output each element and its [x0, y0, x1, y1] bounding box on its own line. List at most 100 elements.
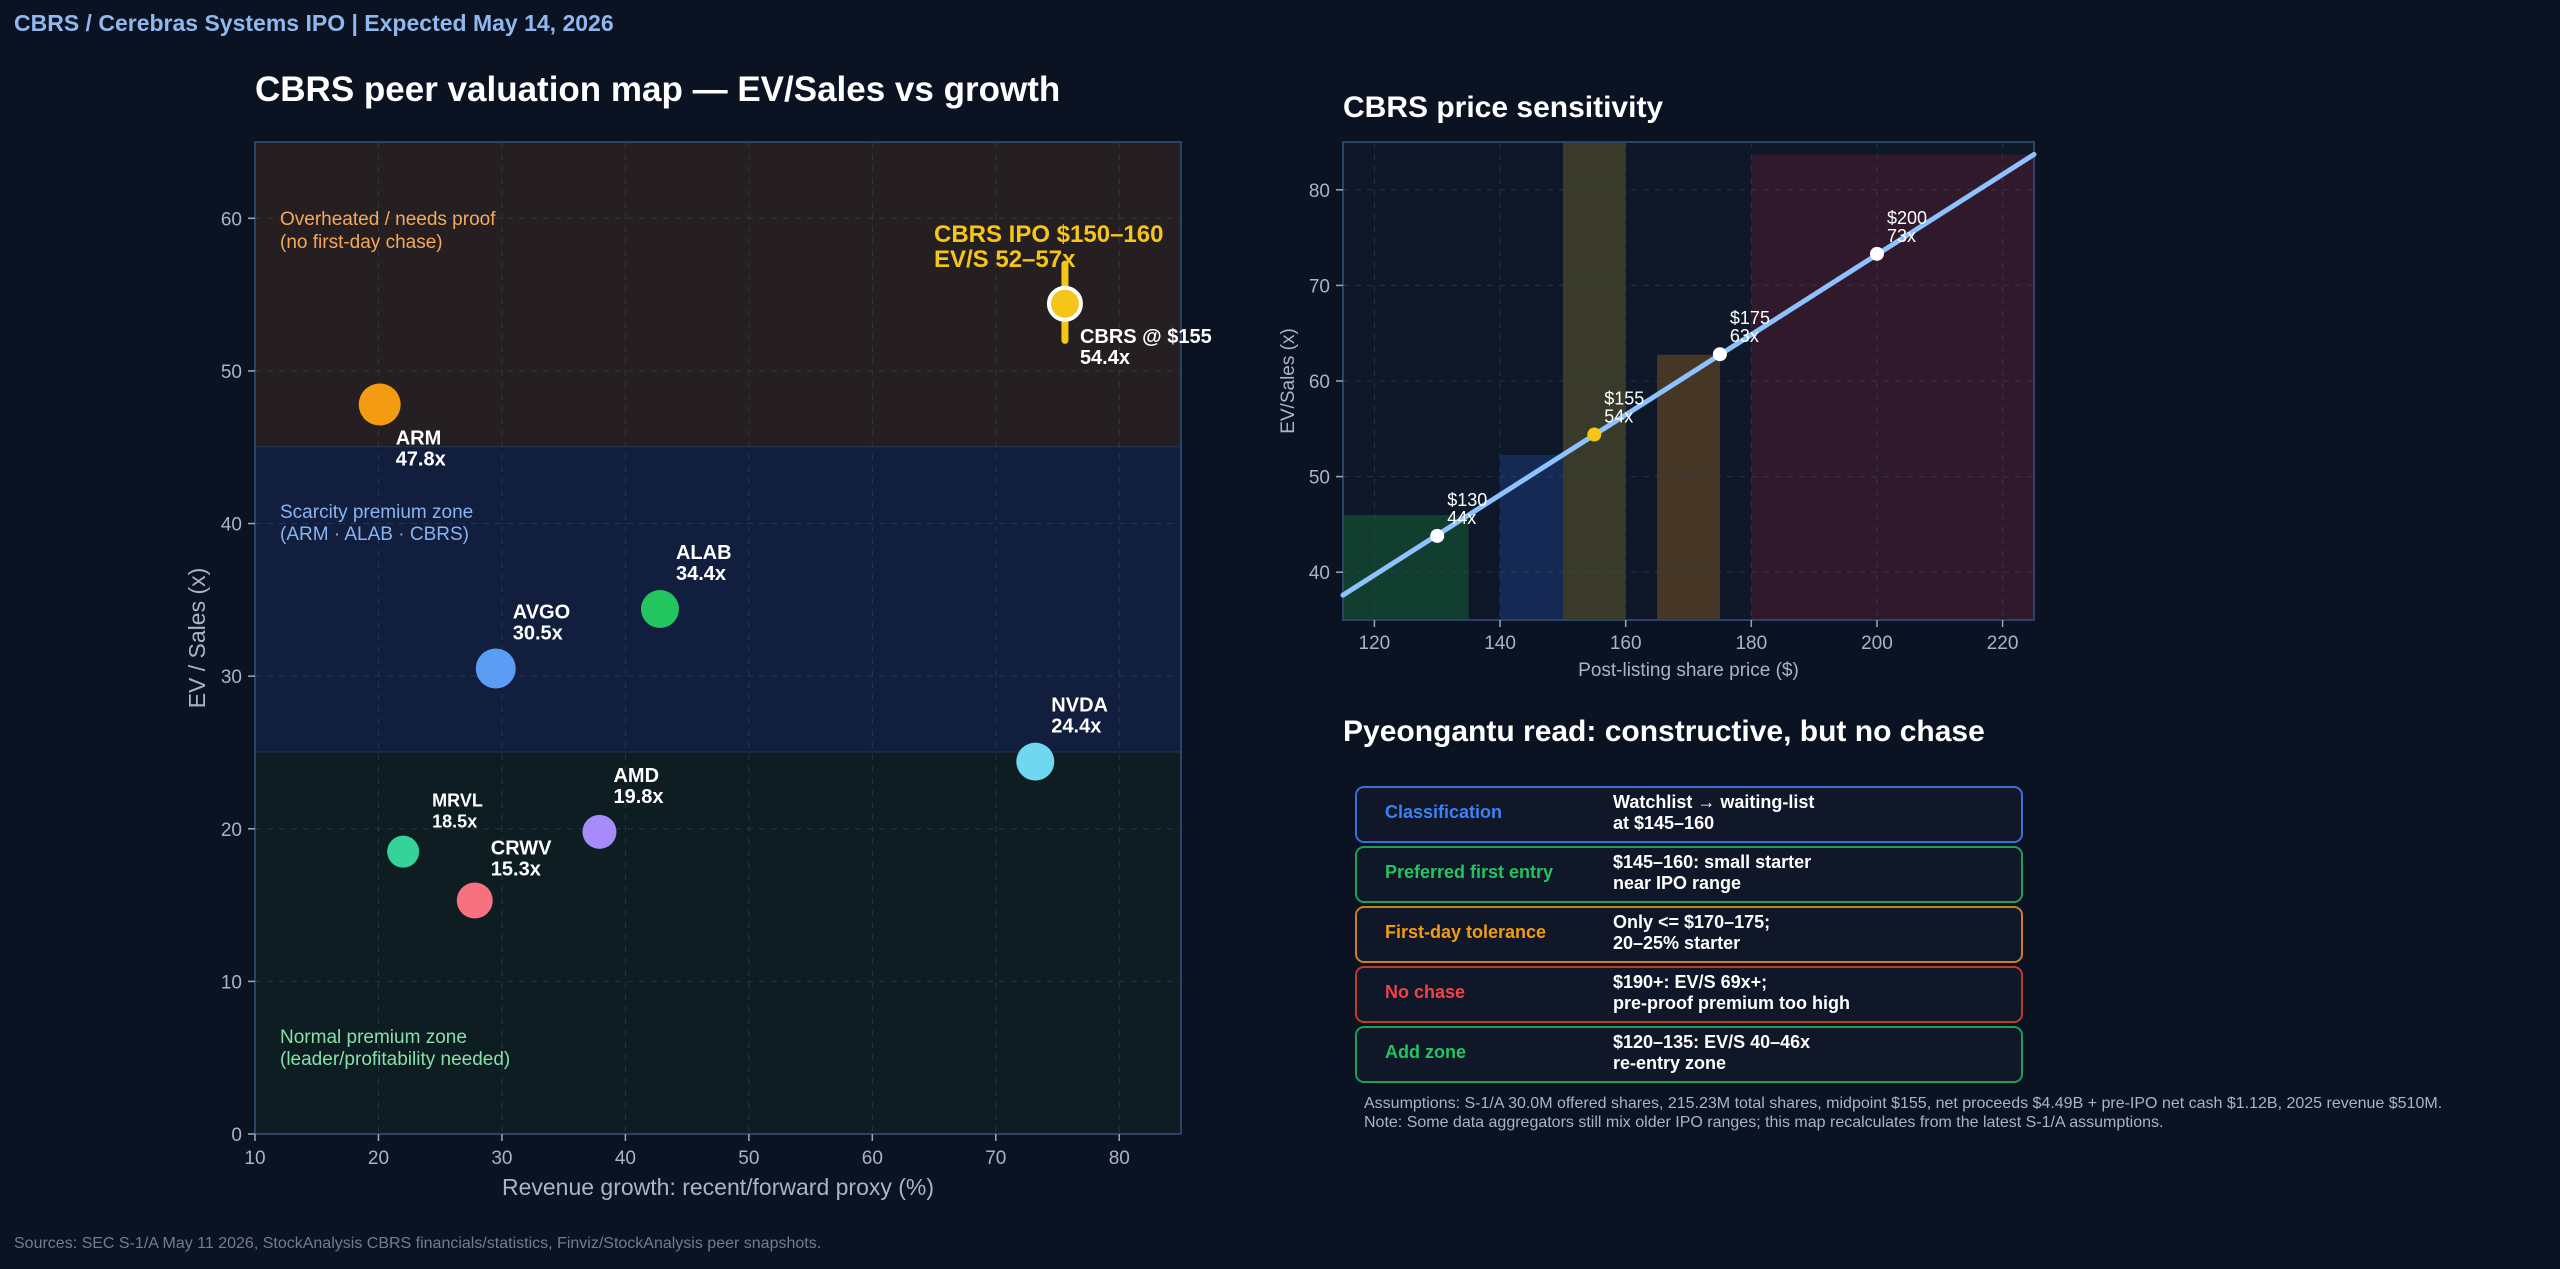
point-label-value: 34.4x: [676, 563, 726, 585]
card-add-zone: Add zone $120–135: EV/S 40–46x re-entry z…: [1355, 1026, 2023, 1083]
x-tick-label: 60: [862, 1148, 883, 1169]
x-tick-label: 220: [1987, 633, 2019, 654]
x-tick-label: 30: [491, 1148, 512, 1169]
zone-label: (leader/profitability needed): [280, 1049, 510, 1070]
x-tick-label: 120: [1359, 633, 1391, 654]
point-nvda: [1016, 742, 1055, 781]
y-tick-label: 70: [1309, 276, 1330, 297]
point-label-value: 30.5x: [513, 623, 563, 645]
point-arm: [358, 383, 401, 426]
x-tick-label: 160: [1610, 633, 1642, 654]
y-tick-label: 0: [231, 1125, 242, 1146]
point-alab: [640, 590, 679, 629]
point-label-name: ALAB: [676, 542, 732, 564]
assumptions-line: Assumptions: S-1/A 30.0M offered shares,…: [1364, 1095, 2443, 1112]
zone-label: Normal premium zone: [280, 1027, 467, 1048]
point-amd: [582, 814, 617, 849]
zone-band: [255, 142, 1181, 448]
zone-band: [255, 752, 1181, 1134]
cbrs-label-value: 54.4x: [1080, 347, 1130, 369]
point-label-value: 47.8x: [396, 448, 446, 470]
point-label-name: AMD: [613, 765, 659, 787]
y-tick-label: 80: [1309, 181, 1330, 202]
cbrs-callout-value: EV/S 52–57x: [934, 246, 1076, 273]
assumptions-note: Assumptions: S-1/A 30.0M offered shares,…: [1364, 1094, 2442, 1132]
y-tick-label: 40: [221, 515, 242, 536]
price-marker-value: 44x: [1447, 508, 1476, 528]
card-key: Classification: [1385, 802, 1503, 822]
card-classification: Classification Watchlist → waiting-list a…: [1355, 786, 2023, 843]
x-tick-label: 200: [1861, 633, 1893, 654]
point-label-name: AVGO: [513, 602, 570, 624]
y-tick-label: 60: [1309, 372, 1330, 393]
price-marker: [1712, 347, 1727, 362]
scatter-chart-title: CBRS peer valuation map — EV/Sales vs gr…: [255, 70, 1061, 109]
point-label-name: MRVL: [432, 791, 483, 811]
x-tick-label: 50: [738, 1148, 759, 1169]
price-marker-label: $175: [1730, 308, 1770, 328]
price-marker: [1587, 427, 1602, 442]
price-chart-title: CBRS price sensitivity: [1343, 91, 1664, 124]
point-label-value: 15.3x: [491, 858, 541, 880]
card-no-chase: No chase $190+: EV/S 69x+; pre-proof prem…: [1355, 966, 2023, 1023]
point-crwv: [456, 882, 493, 919]
card-key: No chase: [1385, 982, 1466, 1002]
price-band: [1500, 454, 1563, 620]
y-tick-label: 20: [221, 820, 242, 841]
price-marker-label: $200: [1887, 208, 1927, 228]
card-key: Add zone: [1385, 1042, 1466, 1062]
y-tick-label: 50: [1309, 468, 1330, 489]
zone-label: Scarcity premium zone: [280, 502, 473, 523]
cbrs-callout: CBRS IPO $150–160: [934, 221, 1163, 248]
x-tick-label: 140: [1484, 633, 1516, 654]
y-tick-label: 60: [221, 209, 242, 230]
price-marker-label: $155: [1604, 389, 1644, 409]
price-band: [1751, 154, 2034, 621]
price-marker-value: 73x: [1887, 226, 1916, 246]
x-tick-label: 40: [615, 1148, 636, 1169]
zone-label: (ARM · ALAB · CBRS): [280, 524, 469, 545]
card-value: Only <= $170–175; 20–25% starter: [1613, 912, 1771, 953]
price-marker: [1869, 246, 1884, 261]
y-tick-label: 50: [221, 362, 242, 383]
x-tick-label: 80: [1109, 1148, 1130, 1169]
card-value: $190+: EV/S 69x+; pre-proof premium too h…: [1613, 972, 1850, 1013]
zone-label: (no first-day chase): [280, 232, 443, 253]
card-value: $145–160: small starter near IPO range: [1613, 852, 1812, 893]
price-marker: [1430, 528, 1445, 543]
x-tick-label: 180: [1735, 633, 1767, 654]
y-tick-label: 10: [221, 972, 242, 993]
y-axis-label: EV / Sales (x): [184, 568, 210, 709]
point-label-value: 24.4x: [1051, 716, 1101, 738]
price-marker-label: $130: [1447, 490, 1487, 510]
x-tick-label: 70: [985, 1148, 1006, 1169]
x-tick-label: 10: [244, 1148, 265, 1169]
price-band: [1343, 515, 1469, 620]
point-label-value: 18.5x: [432, 812, 477, 832]
price-band: [1657, 354, 1720, 620]
point-mrvl: [387, 835, 420, 868]
zone-band: [255, 447, 1181, 753]
card-first-day-tolerance: First-day tolerance Only <= $170–175; 20–…: [1355, 906, 2023, 963]
point-label-value: 19.8x: [613, 786, 663, 808]
note-line: Note: Some data aggregators still mix ol…: [1364, 1114, 2164, 1131]
point-avgo: [475, 648, 516, 689]
point-label-name: ARM: [396, 427, 442, 449]
sources-footer: Sources: SEC S-1/A May 11 2026, StockAna…: [14, 1235, 822, 1252]
point-label-name: CRWV: [491, 837, 552, 859]
y-tick-label: 40: [1309, 563, 1330, 584]
y-tick-label: 30: [221, 667, 242, 688]
zone-label: Overheated / needs proof: [280, 209, 496, 230]
ev-sales-line: [1340, 151, 2037, 598]
card-value: Watchlist → waiting-list at $145–160: [1613, 792, 1815, 833]
page-header: CBRS / Cerebras Systems IPO | Expected M…: [14, 10, 614, 36]
price-marker-value: 63x: [1730, 326, 1759, 346]
point-label-name: NVDA: [1051, 695, 1108, 717]
read-title: Pyeongantu read: constructive, but no ch…: [1343, 715, 1985, 748]
plot-frame: [254, 141, 1182, 1135]
card-key: Preferred first entry: [1385, 862, 1554, 882]
x-axis-label: Revenue growth: recent/forward proxy (%): [502, 1174, 934, 1200]
y-axis-label: EV/Sales (x): [1278, 328, 1299, 434]
x-tick-label: 20: [368, 1148, 389, 1169]
